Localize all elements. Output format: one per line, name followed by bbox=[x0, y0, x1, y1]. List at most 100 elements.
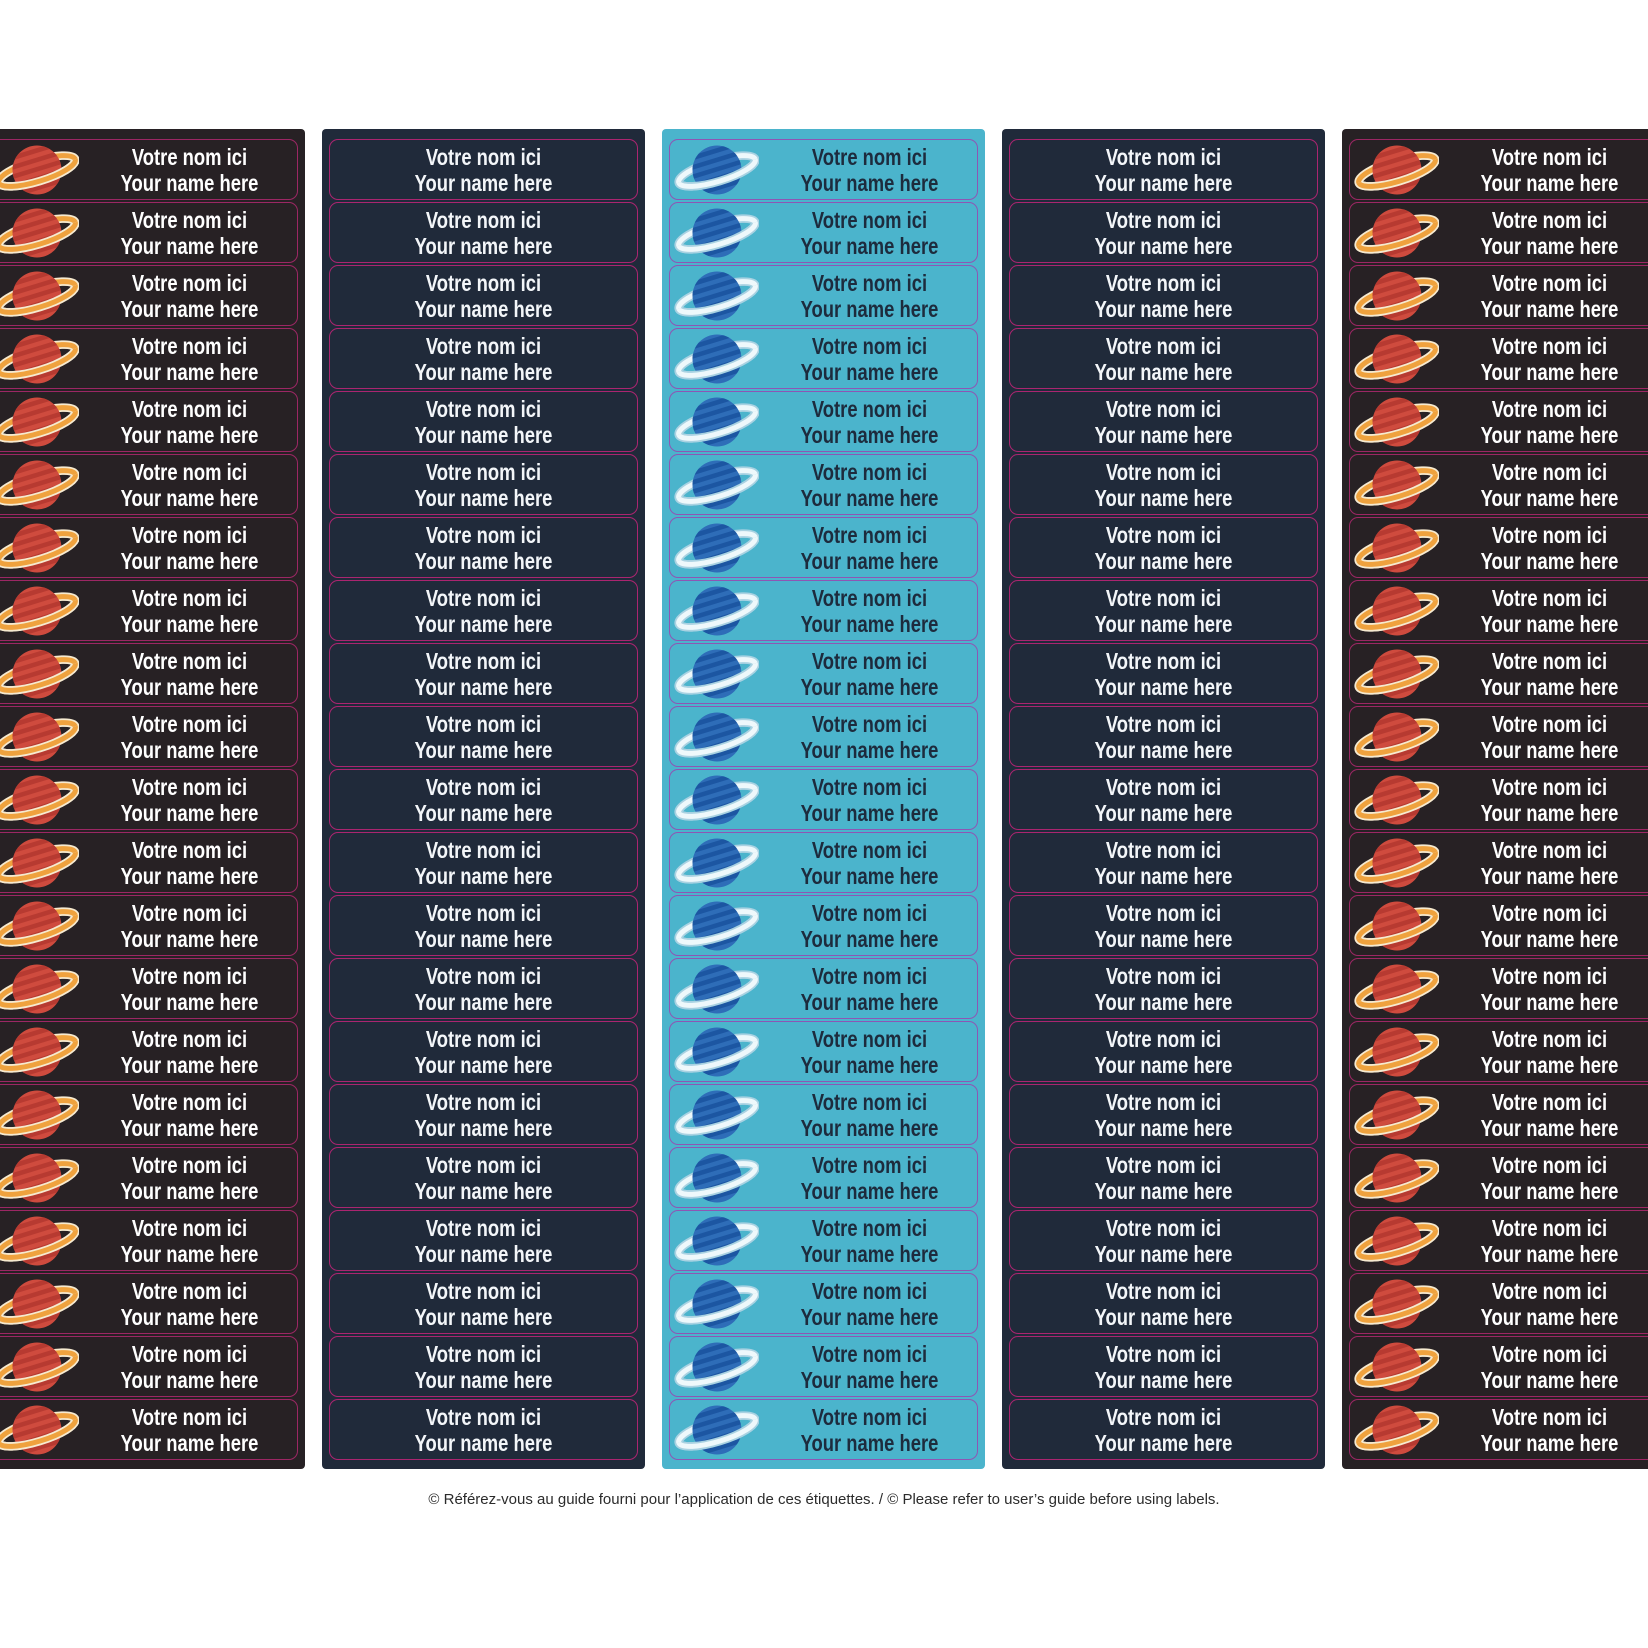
label-line-en: Your name here bbox=[1480, 1240, 1619, 1267]
label-sticker: Votre nom ici Your name here bbox=[329, 265, 638, 326]
label-line-en: Your name here bbox=[800, 1429, 939, 1456]
label-line-en: Your name here bbox=[414, 1177, 553, 1204]
label-line-fr: Votre nom ici bbox=[1105, 1277, 1222, 1304]
saturn-graphic bbox=[0, 1148, 79, 1207]
saturn-graphic bbox=[674, 1085, 759, 1144]
saturn-graphic bbox=[0, 1400, 79, 1459]
label-sticker: Votre nom ici Your name here bbox=[669, 1147, 978, 1208]
label-line-fr: Votre nom ici bbox=[1105, 836, 1222, 863]
label-sticker: Votre nom ici Your name here bbox=[1009, 706, 1318, 767]
saturn-red-icon bbox=[0, 140, 82, 199]
label-line-fr: Votre nom ici bbox=[1491, 1025, 1608, 1052]
label-sticker: Votre nom ici Your name here bbox=[1009, 265, 1318, 326]
label-text: Votre nom ici Your name here bbox=[104, 774, 276, 826]
label-sticker: Votre nom ici Your name here bbox=[329, 1210, 638, 1271]
label-sticker: Votre nom ici Your name here bbox=[669, 139, 978, 200]
label-line-en: Your name here bbox=[414, 547, 553, 574]
label-sticker: Votre nom ici Your name here bbox=[329, 1084, 638, 1145]
label-line-fr: Votre nom ici bbox=[1105, 899, 1222, 926]
label-sticker: Votre nom ici Your name here bbox=[329, 769, 638, 830]
label-line-fr: Votre nom ici bbox=[425, 206, 542, 233]
label-line-fr: Votre nom ici bbox=[1105, 1025, 1222, 1052]
label-text: Votre nom ici Your name here bbox=[1041, 1341, 1287, 1393]
label-line-en: Your name here bbox=[1094, 673, 1233, 700]
label-line-en: Your name here bbox=[414, 1429, 553, 1456]
saturn-graphic bbox=[1354, 1148, 1439, 1207]
label-line-fr: Votre nom ici bbox=[425, 962, 542, 989]
saturn-graphic bbox=[674, 1148, 759, 1207]
label-text: Votre nom ici Your name here bbox=[1464, 1278, 1636, 1330]
label-line-en: Your name here bbox=[120, 358, 259, 385]
label-line-en: Your name here bbox=[414, 232, 553, 259]
saturn-graphic bbox=[1354, 1337, 1439, 1396]
saturn-graphic bbox=[674, 140, 759, 199]
label-text: Votre nom ici Your name here bbox=[104, 207, 276, 259]
label-text: Votre nom ici Your name here bbox=[1464, 1404, 1636, 1456]
saturn-graphic bbox=[0, 770, 79, 829]
label-sticker: Votre nom ici Your name here bbox=[0, 517, 298, 578]
label-line-en: Your name here bbox=[800, 1177, 939, 1204]
label-text: Votre nom ici Your name here bbox=[1464, 711, 1636, 763]
label-line-fr: Votre nom ici bbox=[131, 1025, 248, 1052]
label-line-en: Your name here bbox=[1094, 421, 1233, 448]
label-sticker: Votre nom ici Your name here bbox=[1349, 958, 1648, 1019]
label-line-fr: Votre nom ici bbox=[425, 899, 542, 926]
label-sticker: Votre nom ici Your name here bbox=[1349, 1210, 1648, 1271]
label-line-en: Your name here bbox=[414, 862, 553, 889]
label-text: Votre nom ici Your name here bbox=[784, 207, 956, 259]
saturn-graphic bbox=[674, 455, 759, 514]
label-line-en: Your name here bbox=[1094, 358, 1233, 385]
label-text: Votre nom ici Your name here bbox=[104, 459, 276, 511]
label-sticker: Votre nom ici Your name here bbox=[329, 1147, 638, 1208]
label-sticker: Votre nom ici Your name here bbox=[0, 958, 298, 1019]
label-line-fr: Votre nom ici bbox=[1491, 521, 1608, 548]
label-text: Votre nom ici Your name here bbox=[104, 1278, 276, 1330]
label-line-fr: Votre nom ici bbox=[425, 647, 542, 674]
label-line-fr: Votre nom ici bbox=[425, 836, 542, 863]
label-line-en: Your name here bbox=[1094, 925, 1233, 952]
label-sticker: Votre nom ici Your name here bbox=[329, 202, 638, 263]
saturn-graphic bbox=[0, 581, 79, 640]
saturn-blue-icon bbox=[670, 1211, 762, 1270]
label-line-fr: Votre nom ici bbox=[1491, 710, 1608, 737]
label-line-en: Your name here bbox=[1094, 1429, 1233, 1456]
label-line-fr: Votre nom ici bbox=[131, 1277, 248, 1304]
label-line-fr: Votre nom ici bbox=[1491, 1151, 1608, 1178]
saturn-graphic bbox=[0, 266, 79, 325]
label-line-fr: Votre nom ici bbox=[425, 773, 542, 800]
label-line-fr: Votre nom ici bbox=[131, 710, 248, 737]
label-line-en: Your name here bbox=[1094, 547, 1233, 574]
saturn-graphic bbox=[0, 1274, 79, 1333]
saturn-blue-icon bbox=[670, 896, 762, 955]
label-text: Votre nom ici Your name here bbox=[361, 1026, 607, 1078]
saturn-graphic bbox=[0, 707, 79, 766]
label-text: Votre nom ici Your name here bbox=[104, 837, 276, 889]
saturn-graphic bbox=[0, 1022, 79, 1081]
saturn-graphic bbox=[1354, 392, 1439, 451]
label-column-2: Votre nom ici Your name here Votre nom i… bbox=[322, 129, 645, 1469]
label-text: Votre nom ici Your name here bbox=[1041, 1278, 1287, 1330]
saturn-graphic bbox=[674, 1274, 759, 1333]
saturn-red-icon bbox=[1350, 896, 1442, 955]
label-line-fr: Votre nom ici bbox=[425, 395, 542, 422]
label-sticker: Votre nom ici Your name here bbox=[669, 391, 978, 452]
label-line-fr: Votre nom ici bbox=[811, 584, 928, 611]
label-line-en: Your name here bbox=[414, 925, 553, 952]
saturn-red-icon bbox=[1350, 833, 1442, 892]
label-line-en: Your name here bbox=[120, 547, 259, 574]
saturn-red-icon bbox=[0, 833, 82, 892]
label-text: Votre nom ici Your name here bbox=[104, 963, 276, 1015]
saturn-red-icon bbox=[1350, 1274, 1442, 1333]
saturn-graphic bbox=[1354, 833, 1439, 892]
label-line-fr: Votre nom ici bbox=[811, 710, 928, 737]
label-text: Votre nom ici Your name here bbox=[1041, 396, 1287, 448]
label-text: Votre nom ici Your name here bbox=[784, 396, 956, 448]
saturn-blue-icon bbox=[670, 1400, 762, 1459]
saturn-blue-icon bbox=[670, 518, 762, 577]
label-line-fr: Votre nom ici bbox=[811, 647, 928, 674]
label-sticker: Votre nom ici Your name here bbox=[0, 643, 298, 704]
saturn-graphic bbox=[674, 1022, 759, 1081]
label-text: Votre nom ici Your name here bbox=[1464, 522, 1636, 574]
label-sticker: Votre nom ici Your name here bbox=[1009, 643, 1318, 704]
label-line-en: Your name here bbox=[1094, 1240, 1233, 1267]
